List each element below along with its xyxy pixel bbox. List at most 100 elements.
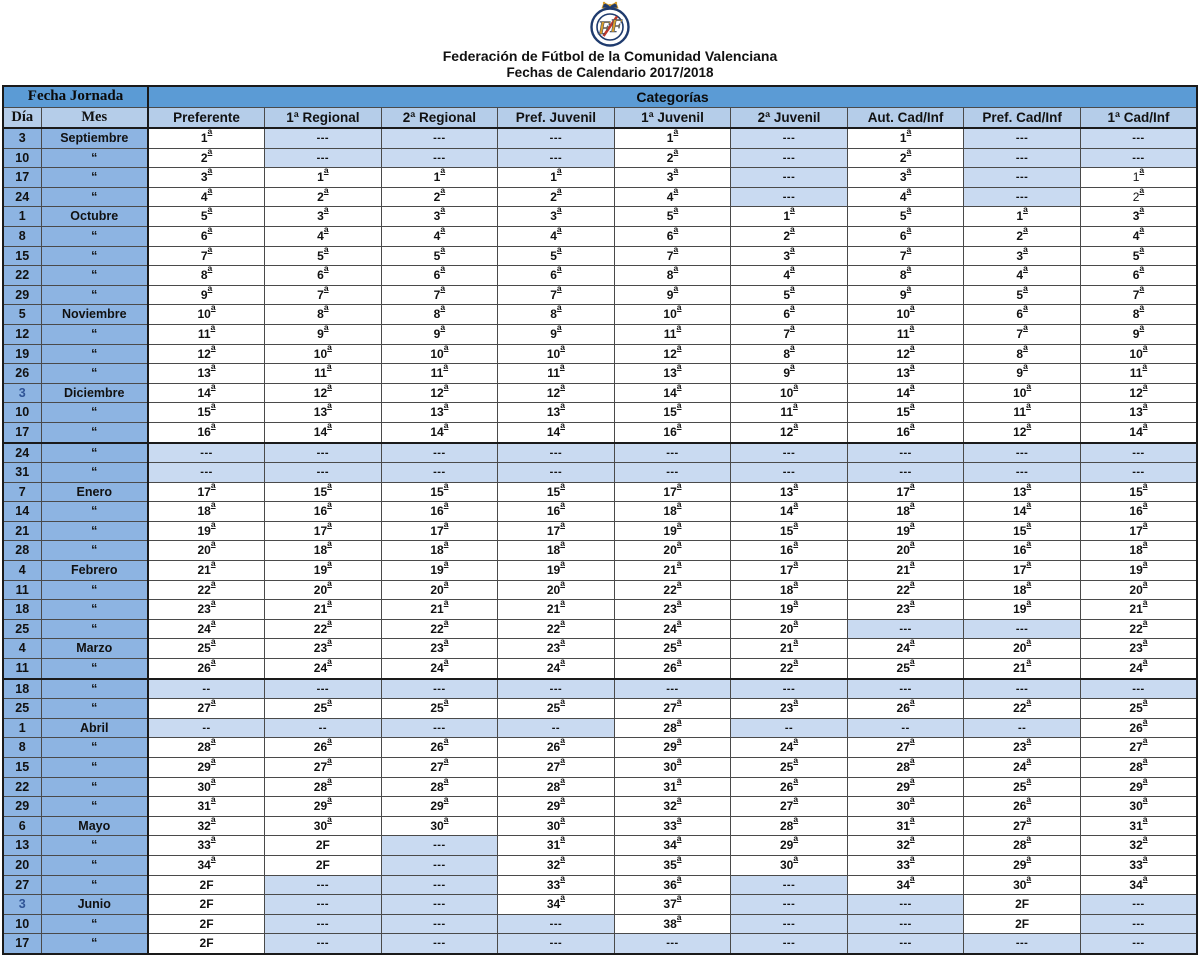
jornada-cell: 29a	[497, 796, 615, 817]
jornada-cell: 13a	[963, 481, 1081, 503]
jornada-cell: 16a	[147, 421, 266, 444]
jornada-cell: ---	[497, 127, 615, 149]
table-row: 10 “2F --- --- --- 38a --- --- 2F ---	[2, 913, 1198, 935]
jornada-cell: ---	[963, 933, 1081, 955]
jornada-cell: 25a	[963, 776, 1081, 798]
jornada-cell: 32a	[613, 796, 732, 817]
jornada-cell: 4a	[730, 265, 848, 286]
table-row: 1 Abril -- -- --- -- 28a -- -- -- 26a	[2, 717, 1198, 739]
table-row: 17 “3a 1a 1a 1a 3a --- 3a --- 1a	[2, 167, 1198, 188]
jornada-cell: 33a	[1079, 854, 1198, 876]
jornada-cell: ---	[380, 677, 499, 700]
jornada-cell: ---	[380, 835, 499, 856]
jornada-cell: 28a	[147, 737, 266, 758]
jornada-cell: 2F	[963, 894, 1081, 915]
jornada-cell: 8a	[963, 343, 1081, 365]
month-cell: Marzo	[40, 638, 150, 660]
jornada-cell: 30a	[1079, 796, 1198, 817]
table-row: 31 “--- --- --- --- --- --- --- --- ---	[2, 462, 1198, 483]
jornada-cell: 30a	[497, 815, 615, 837]
jornada-cell: 22a	[846, 579, 965, 601]
jornada-cell: 26a	[963, 796, 1081, 817]
jornada-cell: --	[497, 717, 615, 739]
jornada-cell: 17a	[380, 520, 499, 542]
jornada-cell: 24a	[497, 658, 615, 680]
jornada-cell: 25a	[846, 658, 965, 680]
calendar-table: Fecha Jornada Categorías Día Mes Prefere…	[2, 85, 1198, 955]
jornada-cell: ---	[147, 441, 266, 464]
jornada-cell: 27a	[730, 796, 848, 817]
jornada-cell: 17a	[730, 560, 848, 581]
jornada-cell: 1a	[1079, 167, 1198, 188]
jornada-cell: 9a	[380, 323, 499, 345]
jornada-cell: 20a	[846, 540, 965, 562]
jornada-cell: 33a	[846, 854, 965, 876]
jornada-cell: 15a	[264, 481, 382, 503]
month-cell: “	[40, 874, 150, 896]
table-row: 17 “2F --- --- --- --- --- --- --- ---	[2, 933, 1198, 955]
jornada-cell: 2a	[730, 225, 848, 247]
day-cell: 25	[2, 698, 42, 719]
jornada-cell: ---	[147, 462, 266, 483]
month-cell: “	[40, 421, 150, 444]
jornada-cell: 3a	[613, 167, 732, 188]
jornada-cell: 22a	[147, 579, 266, 601]
day-cell: 8	[2, 225, 42, 247]
jornada-cell: 10a	[613, 304, 732, 325]
jornada-cell: 3a	[730, 245, 848, 267]
category-column-header: 2ª Juvenil	[730, 106, 848, 129]
jornada-cell: 15a	[730, 520, 848, 542]
jornada-cell: 8a	[147, 265, 266, 286]
jornada-cell: 2F	[147, 913, 266, 935]
jornada-cell: 23a	[730, 698, 848, 719]
jornada-cell: 26a	[497, 737, 615, 758]
jornada-cell: 9a	[264, 323, 382, 345]
jornada-cell: 22a	[613, 579, 732, 601]
jornada-cell: ---	[1079, 913, 1198, 935]
jornada-cell: 21a	[264, 599, 382, 620]
day-cell: 13	[2, 835, 42, 856]
jornada-cell: ---	[380, 462, 499, 483]
jornada-cell: 6a	[613, 225, 732, 247]
table-row: 15 “29a 27a 27a 27a 30a 25a 28a 24a 28a	[2, 757, 1198, 778]
table-row: 20 “34a 2F --- 32a 35a 30a 33a 29a 33a	[2, 854, 1198, 876]
jornada-cell: 24a	[613, 618, 732, 640]
jornada-cell: 29a	[963, 854, 1081, 876]
jornada-cell: 6a	[380, 265, 499, 286]
day-cell: 4	[2, 638, 42, 660]
table-row: 12 “11a 9a 9a 9a 11a 7a 11a 7a 9a	[2, 323, 1198, 345]
jornada-cell: 13a	[380, 402, 499, 423]
jornada-cell: 8a	[1079, 304, 1198, 325]
jornada-cell: ---	[1079, 147, 1198, 169]
day-cell: 10	[2, 913, 42, 935]
jornada-cell: ---	[730, 127, 848, 149]
jornada-cell: ---	[1079, 462, 1198, 483]
jornada-cell: 16a	[1079, 501, 1198, 522]
jornada-cell: 5a	[1079, 245, 1198, 267]
jornada-cell: 13a	[497, 402, 615, 423]
jornada-cell: 19a	[963, 599, 1081, 620]
jornada-cell: 25a	[264, 698, 382, 719]
jornada-cell: 15a	[613, 402, 732, 423]
month-cell: “	[40, 776, 150, 798]
month-cell: “	[40, 441, 150, 464]
jornada-cell: 33a	[613, 815, 732, 837]
jornada-cell: 31a	[846, 815, 965, 837]
document-subtitle: Fechas de Calendario 2017/2018	[506, 65, 714, 80]
table-row: 18 “23a 21a 21a 21a 23a 19a 23a 19a 21a	[2, 599, 1198, 620]
jornada-cell: 19a	[846, 520, 965, 542]
jornada-cell: 24a	[380, 658, 499, 680]
jornada-cell: 2a	[613, 147, 732, 169]
jornada-cell: 6a	[264, 265, 382, 286]
jornada-cell: 18a	[147, 501, 266, 522]
jornada-cell: ---	[1079, 441, 1198, 464]
table-row: 13 “33a 2F --- 31a 34a 29a 32a 28a 32a	[2, 835, 1198, 856]
day-cell: 11	[2, 579, 42, 601]
jornada-cell: 29a	[730, 835, 848, 856]
jornada-cell: 18a	[730, 579, 848, 601]
jornada-cell: 2a	[147, 147, 266, 169]
jornada-cell: 29a	[846, 776, 965, 798]
jornada-cell: ---	[380, 913, 499, 935]
day-cell: 11	[2, 658, 42, 680]
